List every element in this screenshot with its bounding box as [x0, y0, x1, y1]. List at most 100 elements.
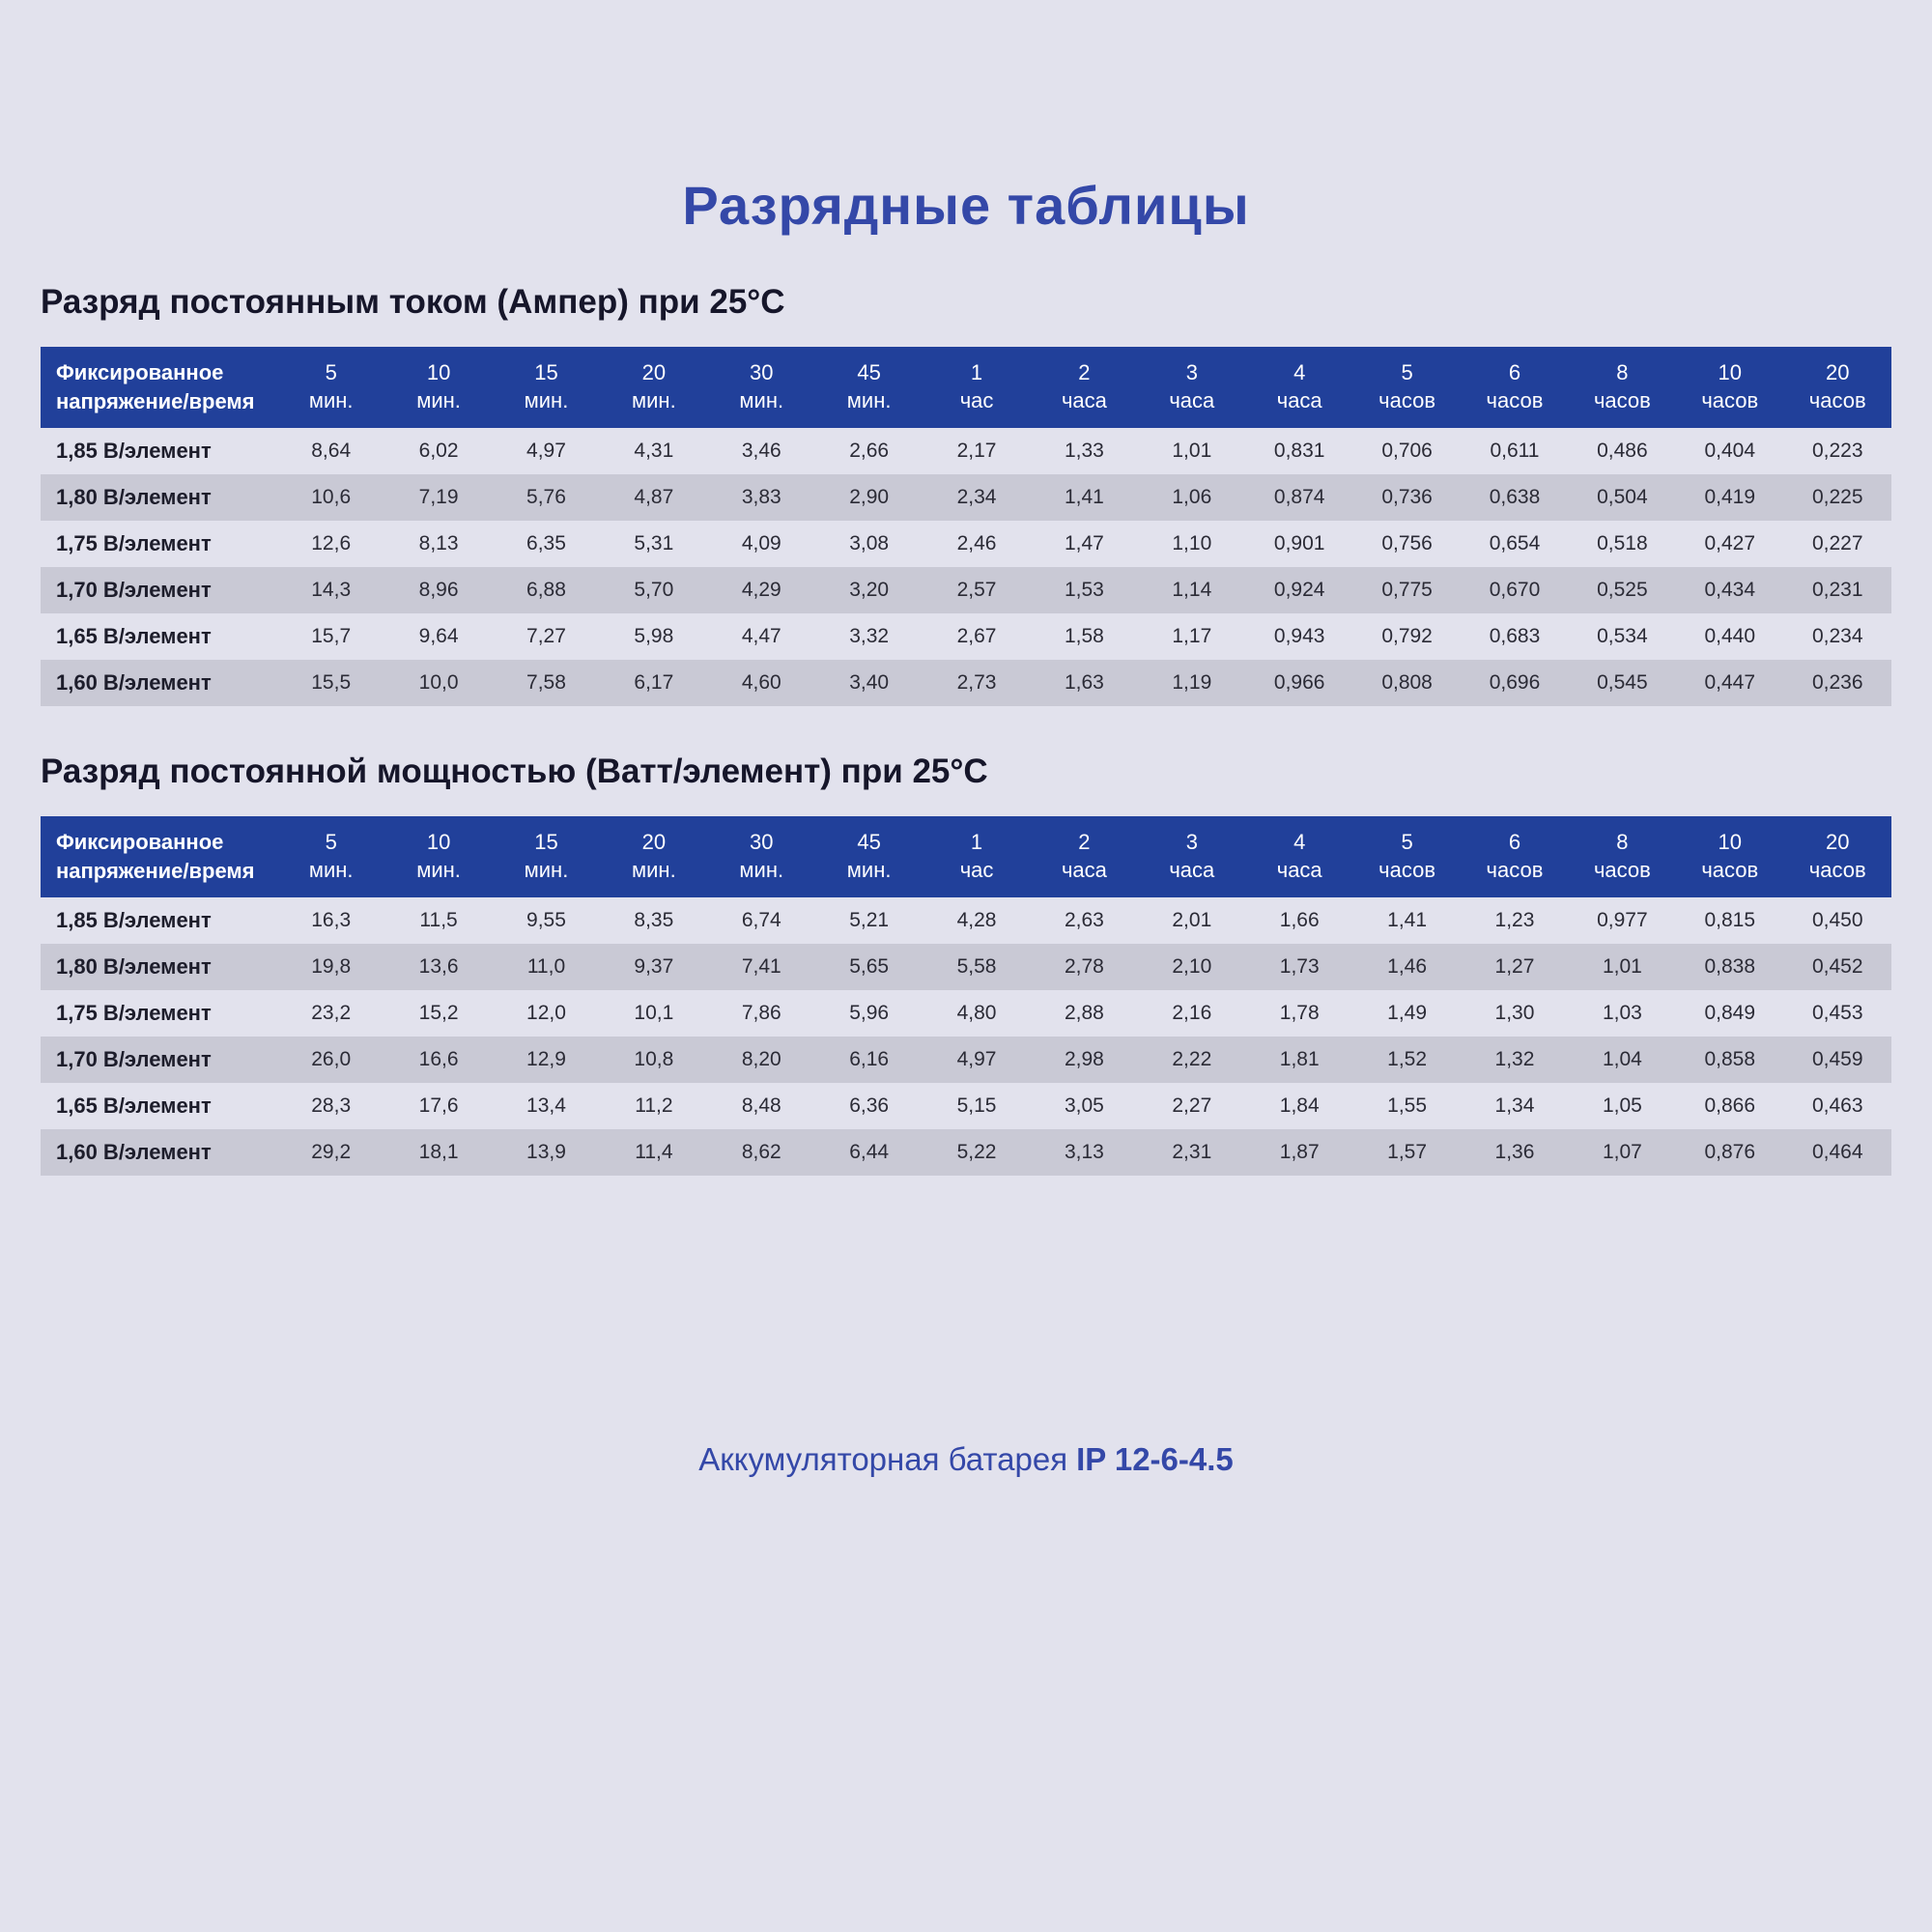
fixed-voltage-time-header: Фиксированное напряжение/время — [41, 816, 277, 897]
value-cell: 0,545 — [1597, 671, 1648, 694]
value-cell: 0,440 — [1704, 625, 1756, 647]
value-cell: 7,27 — [526, 625, 566, 647]
value-cell: 4,97 — [526, 440, 566, 462]
value-cell: 1,58 — [1064, 625, 1104, 647]
value-cell: 23,2 — [311, 1002, 352, 1024]
column-value: 10 — [426, 830, 451, 855]
value-cell: 3,32 — [849, 625, 890, 647]
column-value: 8 — [1616, 830, 1629, 855]
column-value: 45 — [857, 360, 881, 385]
column-value: 8 — [1616, 360, 1629, 385]
time-column-header: 20 часов — [1783, 816, 1891, 897]
voltage-row-label: 1,60 В/элемент — [56, 1140, 212, 1164]
value-cell: 0,450 — [1811, 909, 1863, 931]
value-cell: 1,30 — [1494, 1002, 1535, 1024]
value-cell: 4,31 — [634, 440, 674, 462]
table-row: 1,70 В/элемент 14,3 8,96 6,88 5,70 4,29 3,20 2,… — [41, 567, 1891, 613]
column-unit: часов — [1378, 388, 1436, 412]
value-cell: 0,223 — [1811, 440, 1863, 462]
value-cell: 14,3 — [311, 579, 352, 601]
table-body: 1,85 В/элемент 8,64 6,02 4,97 4,31 3,46 2,66 2,… — [41, 428, 1891, 706]
value-cell: 11,2 — [635, 1094, 673, 1117]
value-cell: 1,52 — [1387, 1048, 1428, 1070]
value-cell: 2,31 — [1172, 1141, 1212, 1163]
section-heading-constant-power: Разряд постоянной мощностью (Ватт/элемен… — [41, 753, 988, 790]
value-cell: 0,924 — [1273, 579, 1325, 601]
table-row: 1,75 В/элемент 12,6 8,13 6,35 5,31 4,09 3,08 2,… — [41, 521, 1891, 567]
section-constant-current-discharge: Разряд постоянным током (Ампер) при 25°C… — [41, 283, 1891, 706]
column-value: 1 — [970, 360, 983, 385]
table-row: 1,85 В/элемент 8,64 6,02 4,97 4,31 3,46 2,66 2,… — [41, 428, 1891, 474]
value-cell: 1,41 — [1387, 909, 1428, 931]
value-cell: 4,97 — [956, 1048, 997, 1070]
value-cell: 4,28 — [956, 909, 997, 931]
time-column-header: 10 мин. — [384, 816, 493, 897]
value-cell: 17,6 — [418, 1094, 459, 1117]
voltage-row-label: 1,75 В/элемент — [56, 1001, 212, 1025]
table-header-row: Фиксированное напряжение/время 5 мин. 10 мин… — [41, 816, 1891, 897]
discharge-power-table: Фиксированное напряжение/время 5 мин. 10 мин… — [41, 816, 1891, 1176]
value-cell: 5,22 — [956, 1141, 997, 1163]
value-cell: 8,62 — [741, 1141, 781, 1163]
value-cell: 5,31 — [634, 532, 674, 554]
column-unit: часа — [1276, 858, 1322, 882]
value-cell: 10,6 — [311, 486, 352, 508]
table-row: 1,65 В/элемент 28,3 17,6 13,4 11,2 8,48 6,36 5,… — [41, 1083, 1891, 1129]
value-cell: 0,683 — [1489, 625, 1541, 647]
value-cell: 0,792 — [1381, 625, 1433, 647]
value-cell: 0,736 — [1381, 486, 1433, 508]
value-cell: 4,47 — [741, 625, 781, 647]
value-cell: 3,13 — [1064, 1141, 1104, 1163]
value-cell: 0,775 — [1381, 579, 1433, 601]
value-cell: 1,49 — [1387, 1002, 1428, 1024]
value-cell: 6,36 — [849, 1094, 890, 1117]
value-cell: 9,55 — [526, 909, 566, 931]
value-cell: 1,34 — [1494, 1094, 1535, 1117]
voltage-row-label: 1,65 В/элемент — [56, 624, 212, 648]
value-cell: 3,83 — [741, 486, 781, 508]
time-column-header: 10 часов — [1676, 816, 1784, 897]
value-cell: 1,10 — [1172, 532, 1212, 554]
value-cell: 8,96 — [418, 579, 459, 601]
value-cell: 4,09 — [741, 532, 781, 554]
value-cell: 6,17 — [634, 671, 674, 694]
value-cell: 28,3 — [311, 1094, 352, 1117]
value-cell: 0,227 — [1811, 532, 1863, 554]
column-unit: мин. — [632, 858, 676, 882]
value-cell: 9,37 — [634, 955, 674, 978]
value-cell: 4,80 — [956, 1002, 997, 1024]
voltage-row-label: 1,75 В/элемент — [56, 531, 212, 555]
value-cell: 0,518 — [1597, 532, 1648, 554]
value-cell: 3,46 — [741, 440, 781, 462]
column-unit: мин. — [846, 388, 892, 412]
column-unit: часов — [1593, 858, 1651, 882]
value-cell: 1,06 — [1172, 486, 1212, 508]
table-row: 1,80 В/элемент 10,6 7,19 5,76 4,87 3,83 2,90 2,… — [41, 474, 1891, 521]
value-cell: 11,4 — [635, 1141, 673, 1163]
value-cell: 0,464 — [1811, 1141, 1863, 1163]
time-column-header: 2 часа — [1030, 347, 1139, 428]
column-value: 4 — [1293, 830, 1306, 855]
value-cell: 12,6 — [311, 532, 352, 554]
value-cell: 2,34 — [956, 486, 997, 508]
value-cell: 5,65 — [849, 955, 890, 978]
value-cell: 1,73 — [1279, 955, 1320, 978]
value-cell: 8,64 — [311, 440, 352, 462]
time-column-header: 30 мин. — [707, 816, 815, 897]
value-cell: 4,87 — [634, 486, 674, 508]
table-row: 1,65 В/элемент 15,7 9,64 7,27 5,98 4,47 3,32 2,… — [41, 613, 1891, 660]
value-cell: 4,60 — [741, 671, 781, 694]
value-cell: 13,9 — [526, 1141, 566, 1163]
column-unit: час — [959, 858, 994, 882]
column-unit: часов — [1808, 388, 1866, 412]
value-cell: 0,419 — [1704, 486, 1756, 508]
time-column-header: 1 час — [923, 816, 1031, 897]
value-cell: 0,866 — [1704, 1094, 1756, 1117]
value-cell: 15,7 — [311, 625, 352, 647]
value-cell: 0,427 — [1704, 532, 1756, 554]
column-value: 20 — [1825, 360, 1850, 385]
column-unit: часа — [1061, 858, 1107, 882]
value-cell: 2,78 — [1064, 955, 1104, 978]
column-unit: мин. — [524, 858, 569, 882]
